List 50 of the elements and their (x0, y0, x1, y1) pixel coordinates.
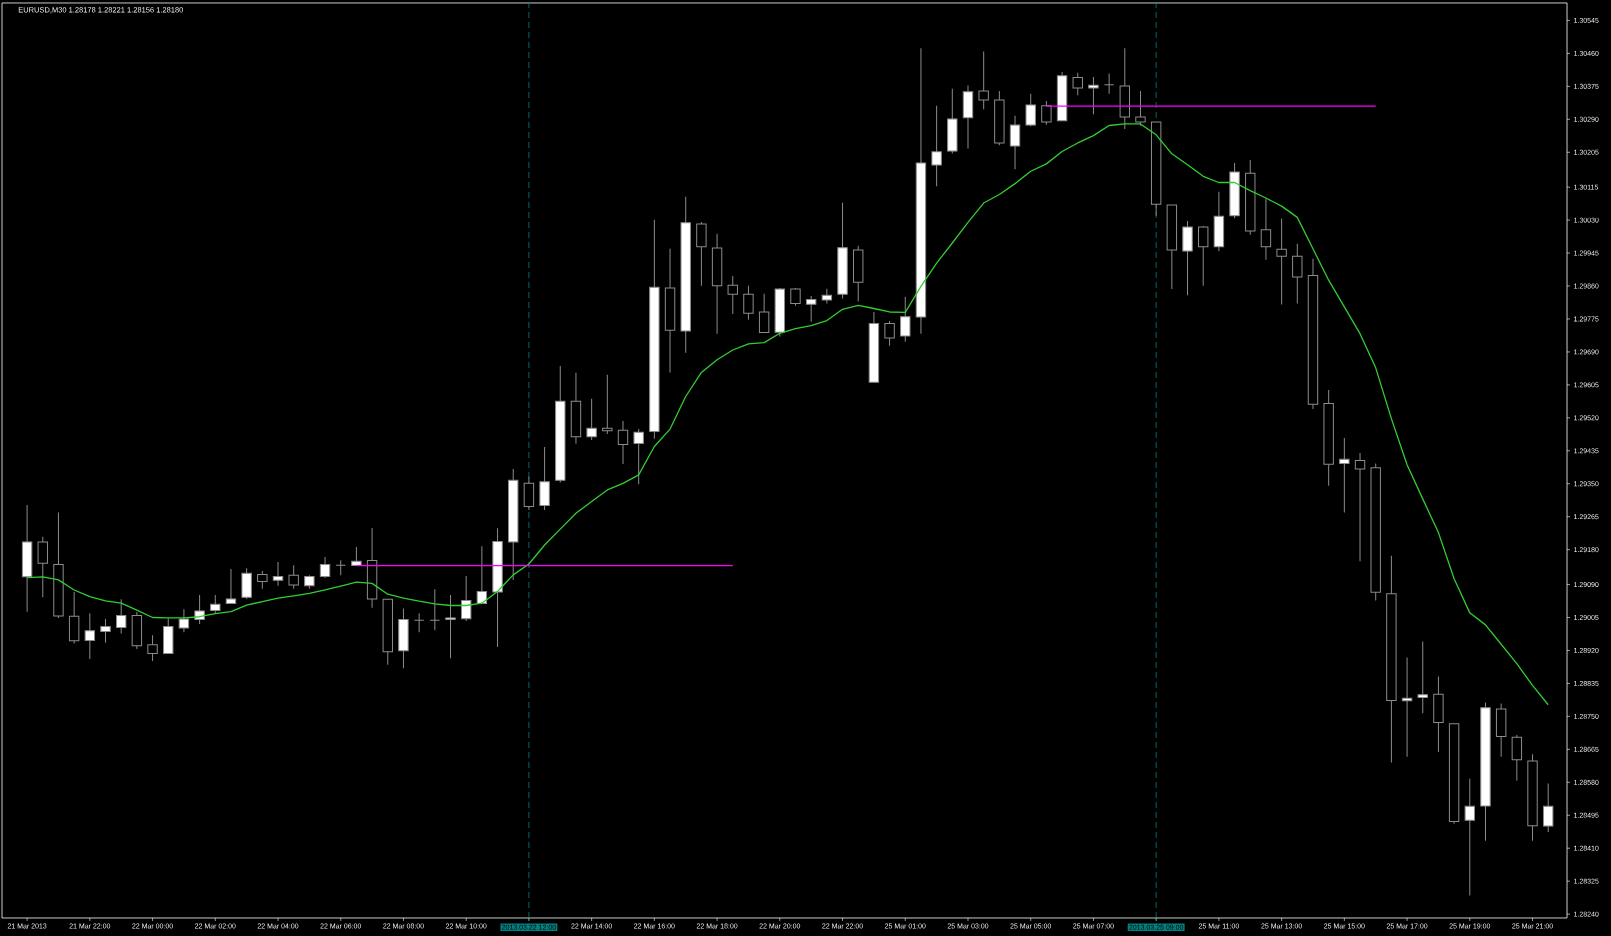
candlestick (1072, 72, 1083, 96)
candlestick (1103, 73, 1115, 95)
candlestick (115, 598, 127, 634)
candlestick (523, 476, 535, 511)
candlestick (727, 275, 738, 315)
candlestick (884, 320, 895, 347)
candlestick (1009, 115, 1021, 170)
candlestick (1543, 782, 1554, 833)
candlestick (1417, 641, 1428, 714)
candlestick (319, 556, 331, 579)
candlestick (586, 398, 597, 441)
candlestick (445, 594, 456, 659)
candlestick (1088, 76, 1099, 115)
candlestick (1025, 93, 1036, 127)
candlestick (225, 568, 237, 605)
candlestick (900, 296, 911, 343)
candlestick (1354, 452, 1366, 562)
candlestick (1464, 778, 1475, 896)
candlestick (84, 612, 96, 660)
candlestick (1339, 437, 1350, 513)
candlestick (335, 559, 346, 576)
candlestick (1135, 90, 1146, 126)
candlestick (288, 564, 299, 590)
candlestick (460, 575, 472, 622)
candlestick (805, 295, 817, 323)
candlestick (37, 536, 48, 598)
candlestick (1401, 656, 1413, 758)
candlestick (617, 420, 629, 465)
candlestick (1276, 218, 1287, 306)
candlestick (272, 561, 284, 587)
candlestick (1260, 198, 1272, 261)
candlestick (743, 285, 754, 321)
candlestick (539, 446, 550, 511)
candlestick (931, 105, 942, 187)
candlestick (100, 618, 111, 644)
candlestick (147, 634, 158, 662)
candlestick (978, 50, 989, 110)
candlestick (429, 588, 441, 631)
candlestick (210, 594, 221, 615)
candlestick (758, 293, 770, 334)
candlestick (178, 608, 190, 633)
candlestick (1292, 243, 1303, 304)
candlestick (602, 374, 613, 435)
candlestick (413, 612, 425, 633)
candlestick (1041, 100, 1052, 126)
candlestick (821, 288, 833, 304)
candlestick (696, 221, 707, 287)
candlestick (1511, 734, 1523, 782)
candlestick (633, 428, 644, 485)
candlestick (1198, 225, 1209, 287)
